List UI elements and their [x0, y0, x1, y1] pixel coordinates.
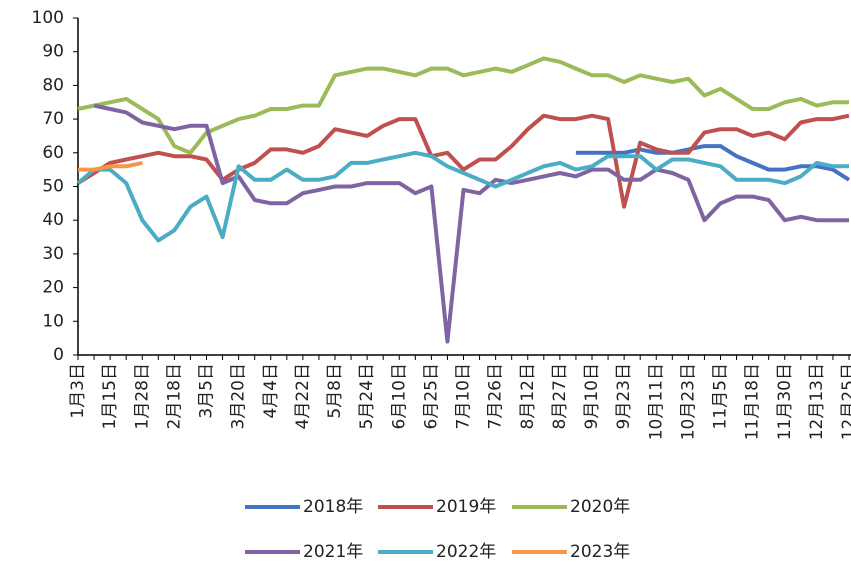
x-tick-label: 8月12日 [518, 363, 538, 429]
x-tick-label: 5月8日 [325, 363, 345, 419]
y-tick-label: 30 [42, 244, 64, 264]
y-tick-label: 100 [32, 8, 64, 28]
legend-label: 2018年 [303, 497, 363, 517]
x-tick-label: 12月13日 [807, 363, 827, 440]
legend-label: 2019年 [436, 497, 496, 517]
x-tick-label: 11月30日 [775, 363, 795, 440]
series-line [93, 103, 849, 344]
y-tick-label: 0 [53, 345, 64, 365]
y-tick-label: 70 [42, 109, 64, 129]
x-tick-label: 2月18日 [164, 363, 184, 429]
x-tick-label: 10月11日 [646, 363, 666, 440]
x-tick-label: 1月15日 [100, 363, 120, 429]
x-tick-label: 6月25日 [421, 363, 441, 429]
series-line [76, 150, 849, 243]
x-tick-label: 6月10日 [389, 363, 409, 429]
y-tick-label: 20 [42, 278, 64, 298]
series-line [76, 113, 850, 209]
x-tick-label: 12月25日 [839, 363, 851, 440]
x-tick-label: 4月22日 [293, 363, 313, 429]
y-tick-label: 10 [42, 311, 64, 331]
x-tick-label: 9月23日 [614, 363, 634, 429]
x-tick-label: 11月5日 [711, 363, 731, 429]
x-tick-label: 10月23日 [678, 363, 698, 440]
x-tick-label: 7月26日 [486, 363, 506, 429]
x-tick-label: 3月20日 [229, 363, 249, 429]
x-tick-label: 8月27日 [550, 363, 570, 429]
x-tick-label: 5月24日 [357, 363, 377, 429]
legend-label: 2022年 [436, 542, 496, 562]
x-tick-label: 7月10日 [454, 363, 474, 429]
x-tick-label: 11月18日 [743, 363, 763, 440]
x-tick-label: 3月5日 [197, 363, 217, 419]
series-line [575, 144, 851, 182]
x-tick-label: 1月28日 [132, 363, 152, 429]
y-tick-label: 50 [42, 177, 64, 197]
legend-label: 2020年 [570, 497, 630, 517]
x-tick-label: 9月10日 [582, 363, 602, 429]
legend-label: 2021年 [303, 542, 363, 562]
series-line [78, 160, 143, 172]
y-tick-label: 90 [42, 42, 64, 62]
y-tick-label: 40 [42, 210, 64, 230]
x-tick-label: 4月4日 [261, 363, 281, 419]
x-tick-label: 1月3日 [68, 363, 88, 419]
legend-label: 2023年 [570, 542, 630, 562]
series-line [77, 56, 849, 155]
y-tick-label: 60 [42, 143, 64, 163]
y-tick-label: 80 [42, 75, 64, 95]
